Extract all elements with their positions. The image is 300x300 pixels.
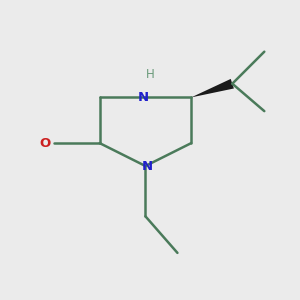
- Text: O: O: [39, 136, 50, 150]
- Text: N: N: [142, 160, 153, 172]
- Text: N: N: [138, 91, 149, 104]
- Text: H: H: [146, 68, 154, 81]
- Polygon shape: [191, 79, 234, 98]
